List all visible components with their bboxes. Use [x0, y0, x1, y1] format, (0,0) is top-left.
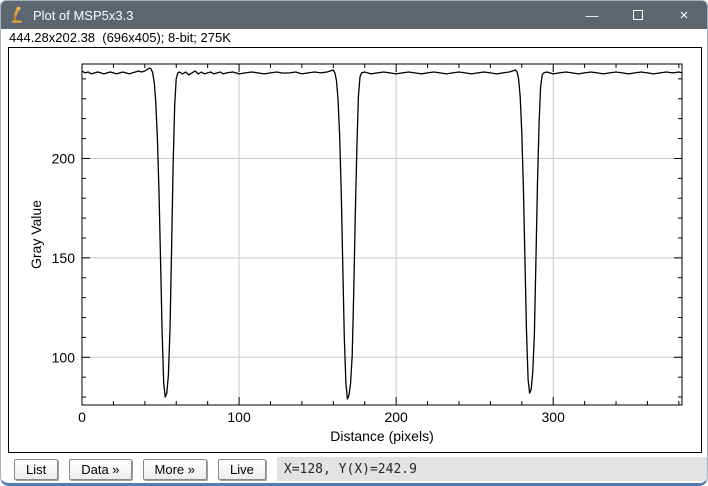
live-button[interactable]: Live	[218, 458, 266, 480]
svg-text:100: 100	[52, 349, 76, 365]
svg-text:0: 0	[78, 409, 86, 425]
minimize-button[interactable]: —	[569, 1, 615, 29]
cursor-status-field: X=128, Y(X)=242.9	[276, 457, 707, 481]
close-button[interactable]: ×	[661, 1, 707, 29]
axis-ticks	[81, 64, 682, 405]
svg-text:300: 300	[542, 409, 566, 425]
svg-text:100: 100	[227, 409, 251, 425]
svg-text:150: 150	[52, 250, 76, 266]
image-info-bar: 444.28x202.38 (696x405); 8-bit; 275K	[1, 29, 707, 47]
tick-labels: 0 100 200 300 100 150 200	[52, 150, 565, 425]
svg-text:200: 200	[384, 409, 408, 425]
title-bar: Plot of MSP5x3.3 — ×	[1, 1, 707, 29]
y-axis-label: Gray Value	[28, 200, 44, 269]
window-title: Plot of MSP5x3.3	[33, 7, 134, 23]
minimize-icon: —	[585, 7, 599, 23]
svg-text:200: 200	[52, 150, 76, 166]
profile-line	[81, 67, 683, 400]
data-menu-button[interactable]: Data »	[69, 458, 132, 480]
grid-lines	[82, 64, 682, 405]
cursor-coordinates: X=128, Y(X)=242.9	[283, 461, 417, 477]
plot-area[interactable]: 0 100 200 300 100 150 200 Distance (pixels) Gray…	[8, 47, 702, 453]
imagej-icon	[12, 6, 22, 23]
plot-controls: List Data » More » Live X=128, Y(X)=242.…	[1, 457, 707, 481]
profile-plot-svg: 0 100 200 300 100 150 200 Distance (pixels) Gray…	[28, 63, 683, 444]
list-button[interactable]: List	[14, 458, 59, 480]
plot-frame	[81, 63, 683, 406]
close-icon: ×	[679, 6, 689, 24]
x-axis-label: Distance (pixels)	[330, 428, 433, 444]
more-menu-button[interactable]: More »	[142, 458, 208, 480]
maximize-button[interactable]	[615, 1, 661, 29]
maximize-icon	[633, 10, 643, 20]
